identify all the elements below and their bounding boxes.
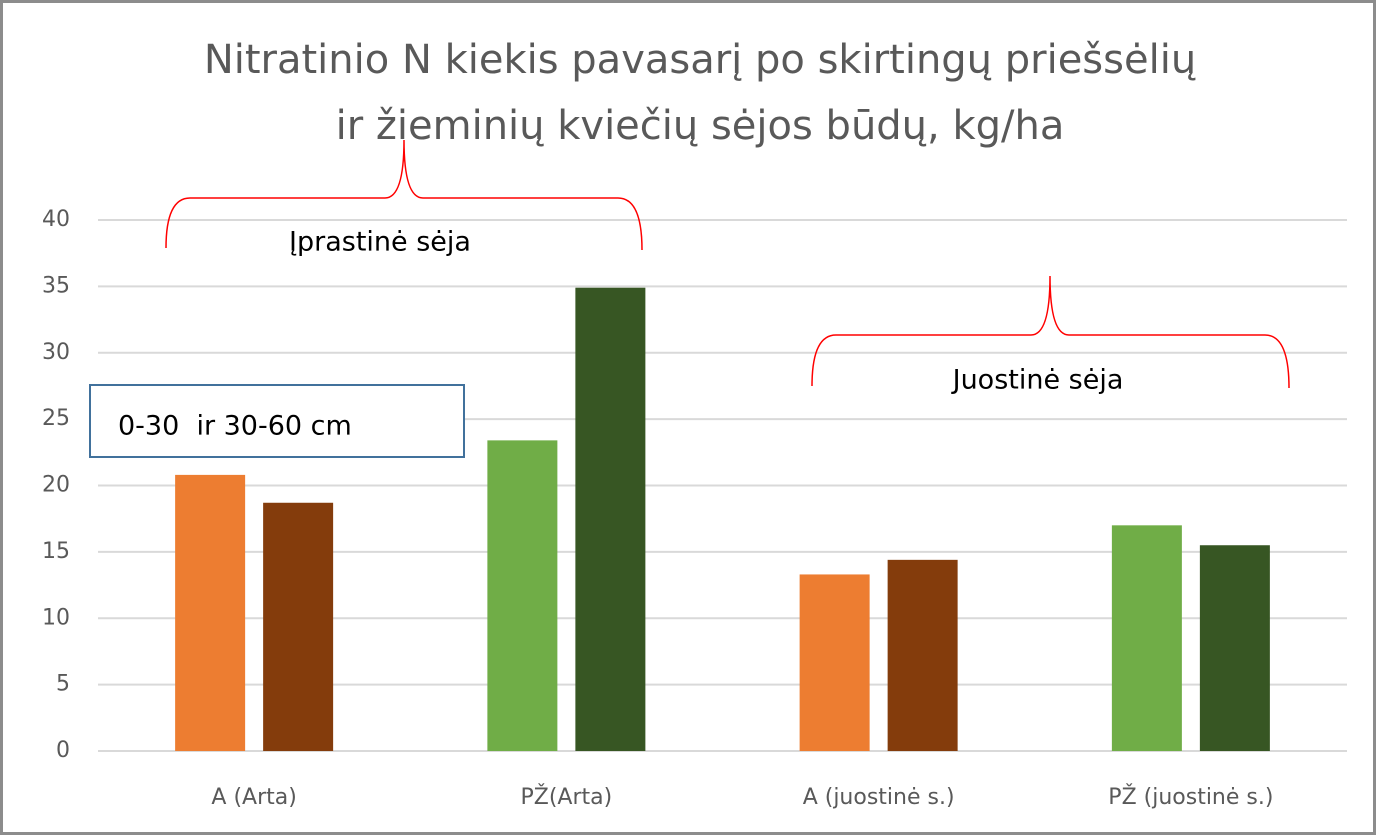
bracket [811,275,1290,389]
chart-title: ir žieminių kviečių sėjos būdų, kg/ha [336,103,1065,149]
bracket [165,139,643,251]
bar [263,502,334,751]
y-tick-label: 0 [56,738,70,763]
bar [799,574,870,751]
y-tick-label: 5 [56,672,70,697]
x-tick-label: A (juostinė s.) [803,785,955,810]
bar [575,287,646,751]
bar [887,559,958,751]
y-tick-label: 20 [42,473,70,498]
y-tick-label: 30 [42,340,70,365]
annotation: Juostinė sėja [951,365,1124,396]
annotation: 0-30 ir 30-60 cm [118,411,352,442]
y-tick-label: 35 [42,273,70,298]
bar [487,440,558,751]
y-tick-label: 15 [42,539,70,564]
bar [1111,525,1182,751]
annotation: Įprastinė sėja [289,227,471,258]
bar [1199,545,1270,751]
x-tick-label: A (Arta) [211,785,296,810]
bar [175,474,246,751]
plot: 0 5 10 15 20 25 30 35 40 A (Arta) PŽ(Arta) A (juost… [42,207,1347,810]
x-tick-label: PŽ(Arta) [521,784,613,810]
x-tick-label: PŽ (juostinė s.) [1108,784,1273,810]
annotation-box [89,384,465,458]
y-tick-label: 40 [42,207,70,232]
y-tick-label: 10 [42,605,70,630]
y-tick-label: 25 [42,406,70,431]
chart-title: Nitratinio N kiekis pavasarį po skirting… [204,37,1196,83]
